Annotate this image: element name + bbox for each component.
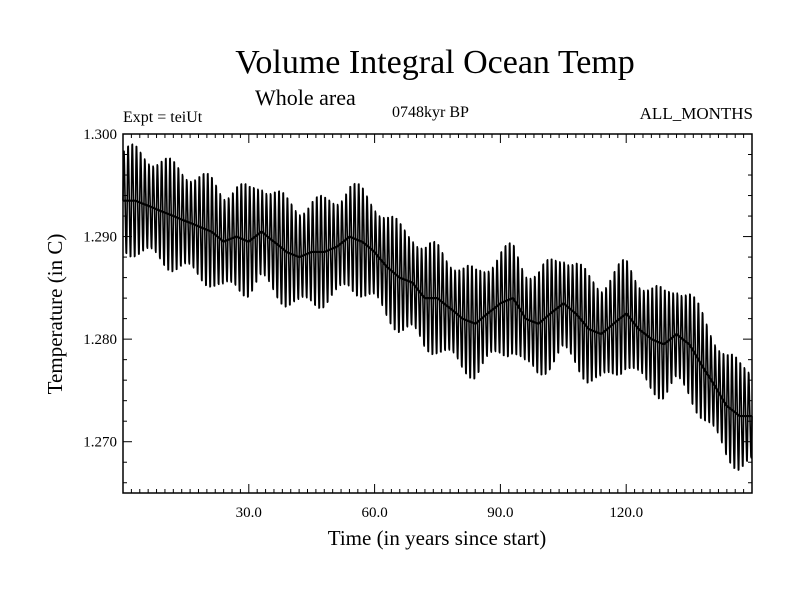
experiment-label: Expt = teiUt xyxy=(123,109,203,126)
annual-mean-trend xyxy=(123,199,752,418)
x-tick-label: 120.0 xyxy=(609,505,643,521)
y-tick-label: 1.270 xyxy=(83,435,117,451)
chart-subtitle: Whole area xyxy=(255,85,356,110)
y-tick-label: 1.280 xyxy=(83,332,117,348)
x-axis-label: Time (in years since start) xyxy=(328,526,547,550)
series-line xyxy=(122,143,753,471)
x-tick-label: 30.0 xyxy=(236,505,262,521)
y-tick-labels: 1.270 1.280 1.290 1.300 xyxy=(83,127,117,451)
period-label: 0748kyr BP xyxy=(392,104,469,121)
y-tick-label: 1.300 xyxy=(83,127,117,143)
x-tick-label: 90.0 xyxy=(487,505,513,521)
y-tick-label: 1.290 xyxy=(83,230,117,246)
plot-frame xyxy=(122,133,753,494)
x-tick-labels: 30.0 60.0 90.0 120.0 xyxy=(236,505,643,521)
months-label: ALL_MONTHS xyxy=(639,104,753,123)
y-axis-label: Temperature (in C) xyxy=(43,234,67,395)
x-tick-label: 60.0 xyxy=(361,505,387,521)
chart-title: Volume Integral Ocean Temp xyxy=(235,44,635,81)
